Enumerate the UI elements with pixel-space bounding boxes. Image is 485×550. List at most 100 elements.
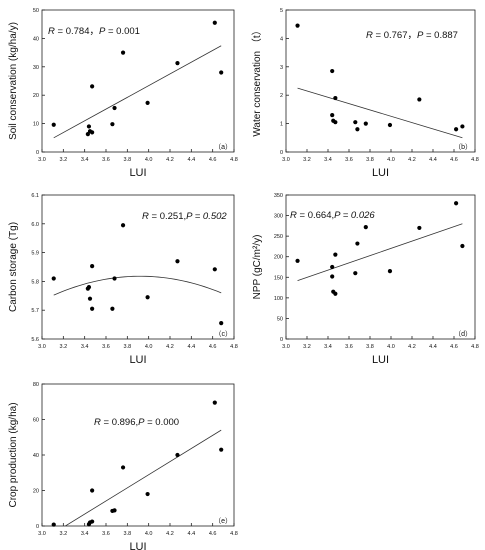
y-tick-label: 0 [36,524,39,530]
x-tick-label: 4.8 [230,344,238,350]
data-point [417,97,422,102]
x-tick-label: 4.6 [209,157,217,163]
y-tick-label: 5.7 [31,308,39,314]
x-tick-label: 3.0 [282,157,290,163]
data-point [387,122,393,128]
x-tick-label: 3.4 [81,157,89,163]
y-tick-label: 5.9 [31,251,39,257]
y-axis-label: Soil conservation (kg/ha/y) [8,22,19,140]
data-point [353,120,358,125]
data-point [145,295,150,300]
x-tick-label: 4.0 [145,344,153,350]
data-point [110,306,115,311]
data-point [120,465,126,470]
data-point [333,291,338,296]
fit-curve [53,275,222,296]
data-point [86,124,92,129]
panel-3: 3.0 3.2 3.4 3.6 3.8 4.0 4.2 4.4 4.6 4.8 5.6 5.7 5.8 5… [8,193,238,366]
data-point [460,124,465,129]
x-tick-label: 3.4 [81,531,89,537]
y-axis-label: NPP (gC/m²/y) [252,235,263,300]
x-tick-label: 3.0 [38,344,46,350]
data-point [212,20,217,25]
x-tick-label: 3.2 [303,344,311,350]
x-tick-label: 4.4 [188,531,196,537]
data-point [219,70,224,75]
data-point [333,120,338,125]
panel-label: （a） [214,143,232,151]
data-point [112,276,117,281]
x-tick-label: 3.8 [124,531,132,537]
data-point [120,50,126,55]
y-tick-label: 1 [280,122,283,128]
x-tick-label: 3.4 [81,344,89,350]
y-tick-label: 40 [33,453,39,459]
y-tick-label: 50 [277,316,283,322]
plot-frame [41,383,235,527]
y-tick-label: 2 [280,93,283,99]
x-tick-label: 4.4 [429,157,437,163]
data-point [90,306,95,311]
fit-line [297,87,463,139]
y-tick-label: 3 [280,65,283,71]
stat-annotation: R = 0.767，P = 0.887 [366,30,458,41]
y-tick-label: 0 [280,150,283,156]
data-point [330,68,335,74]
data-point [333,95,338,101]
panel-label: （d） [454,330,472,338]
x-tick-label: 3.0 [282,344,290,350]
x-tick-label: 4.4 [188,157,196,163]
x-tick-label: 3.2 [60,531,68,537]
data-point [330,274,335,279]
x-tick-label: 4.0 [145,157,153,163]
data-point [387,269,393,274]
y-tick-label: 150 [274,275,283,281]
data-point [120,223,126,228]
panel-4: 3.0 3.2 3.4 3.6 3.8 4.0 4.2 4.4 4.6 4.8 0 50 100 150 2… [252,193,479,366]
data-point [363,224,368,230]
x-tick-label: 3.6 [102,157,110,163]
y-axis-label: Water conservation （t） [251,25,263,136]
data-point [51,522,56,527]
x-tick-label: 3.2 [60,157,68,163]
x-tick-label: 4.2 [408,344,416,350]
x-tick-label: 4.6 [450,344,458,350]
x-tick-label: 4.4 [188,344,196,350]
stat-annotation: R = 0.784，P = 0.001 [48,26,140,37]
data-point [295,258,300,263]
plot-frame [41,9,235,153]
y-tick-label: 4 [280,36,283,42]
data-point [355,241,360,246]
stat-annotation: R = 0.664,P = 0.026 [290,210,375,221]
data-point [51,276,56,281]
plot-frame [285,9,476,153]
y-tick-label: 350 [274,193,283,199]
data-point [90,130,95,135]
x-tick-label: 4.8 [230,157,238,163]
panel-2: 3.0 3.2 3.4 3.6 3.8 4.0 4.2 4.4 4.6 4.8 0 1 2 3 4 5 LUI W… [251,8,479,179]
x-tick-label: 3.6 [102,531,110,537]
x-tick-label: 3.8 [124,344,132,350]
panel-5: 3.0 3.2 3.4 3.6 3.8 4.0 4.2 4.4 4.6 4.8 0 20 40 60 80 L… [8,382,238,550]
data-point [460,243,465,249]
data-point [145,491,150,497]
data-point [86,285,92,290]
fit-line [53,45,222,139]
data-point [353,271,358,276]
plot-frame [41,194,235,340]
panel-label: （c） [215,330,233,338]
y-tick-label: 60 [33,418,39,424]
y-axis-label: Crop production (kg/ha) [8,402,19,507]
y-tick-label: 30 [33,65,39,71]
y-tick-label: 0 [280,337,283,343]
x-tick-label: 3.0 [38,531,46,537]
x-tick-label: 3.6 [345,157,353,163]
x-tick-label: 4.6 [450,157,458,163]
x-tick-label: 4.2 [166,531,174,537]
stat-annotation: R = 0.251,P = 0.502 [142,211,227,222]
y-tick-label: 0 [36,150,39,156]
x-tick-label: 4.8 [471,344,479,350]
x-axis-label: LUI [372,167,389,179]
data-point [90,488,95,493]
